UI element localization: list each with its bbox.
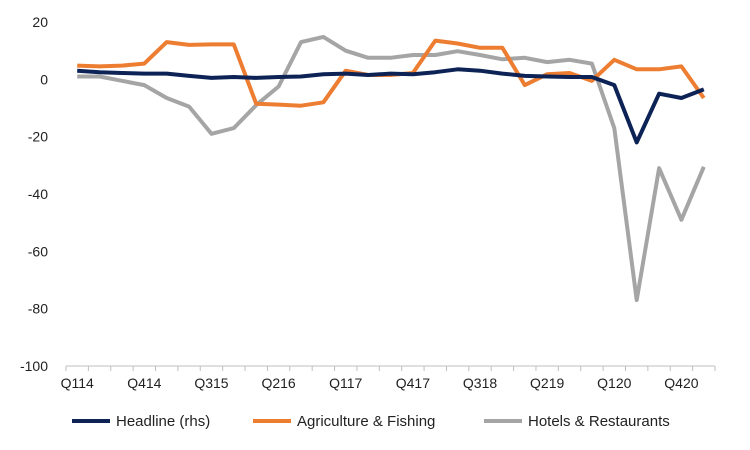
x-tick-label: Q417 <box>396 375 430 391</box>
series-line-3 <box>77 34 706 303</box>
y-tick-label: -80 <box>28 301 48 317</box>
x-tick-label: Q315 <box>194 375 228 391</box>
legend: Headline (rhs) Agriculture & Fishing Hotel… <box>72 413 670 430</box>
x-tick-label: Q318 <box>463 375 497 391</box>
y-tick-label: -60 <box>28 243 48 259</box>
x-tick-label: Q414 <box>127 375 161 391</box>
legend-label: Agriculture & Fishing <box>297 413 435 430</box>
x-axis: Q114 Q414 Q315 Q216 Q117 Q417 Q318 Q219 Q120 Q420 <box>61 366 716 391</box>
x-tick-label: Q114 <box>61 375 94 391</box>
legend-label: Hotels & Restaurants <box>528 413 670 430</box>
x-tick-label: Q117 <box>329 375 362 391</box>
x-tick-label: Q120 <box>597 375 631 391</box>
y-tick-label: -40 <box>28 186 48 202</box>
legend-label: Headline (rhs) <box>116 413 210 430</box>
x-tick-label: Q219 <box>530 375 564 391</box>
series-line-1 <box>77 67 705 145</box>
y-tick-label: -100 <box>20 358 48 374</box>
y-tick-label: -20 <box>28 129 48 145</box>
y-axis: 20 0 -20 -40 -60 -80 -100 <box>20 14 48 374</box>
series-layer <box>77 34 706 303</box>
x-tick-label: Q216 <box>261 375 295 391</box>
y-tick-label: 20 <box>32 14 48 30</box>
x-tick-label: Q420 <box>664 375 698 391</box>
y-tick-label: 0 <box>40 71 48 87</box>
